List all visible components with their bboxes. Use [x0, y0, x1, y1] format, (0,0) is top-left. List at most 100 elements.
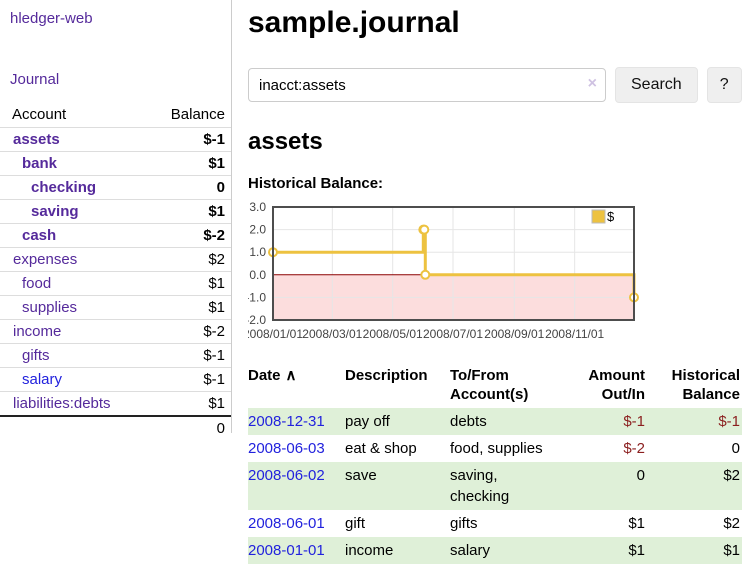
plot-border [272, 206, 635, 321]
transactions-header-amount: Amount Out/In [588, 367, 645, 403]
transaction-amount: $1 [628, 542, 645, 559]
account-row: income $-2 [0, 319, 231, 344]
account-row: food $1 [0, 271, 231, 296]
sidebar-item-journal[interactable]: Journal [10, 71, 60, 88]
date-header-label: Date [248, 367, 281, 384]
balance-chart: 3.0 2.0 1.0 0.0 -1.0 -2.02008/01/012008/03/01… [243, 200, 639, 341]
help-button[interactable]: ? [706, 67, 742, 103]
search-form: × Search ? [248, 67, 742, 103]
account-row: gifts $-1 [0, 343, 231, 368]
transaction-balance: $2 [723, 467, 740, 484]
transaction-description: save [345, 467, 377, 484]
account-balance: $-2 [149, 223, 231, 248]
accounts-table: Account Balance assets $-1 bank $1 checking 0… [0, 103, 231, 440]
account-link[interactable]: bank [22, 155, 58, 172]
account-link[interactable]: food [22, 275, 52, 292]
x-tick-label: 2008/05/01 [363, 327, 423, 341]
transactions-table: Date ∧ Description To/From Account(s) Amo… [248, 364, 742, 564]
account-link[interactable]: liabilities:debts [13, 395, 111, 412]
transaction-amount: $1 [628, 515, 645, 532]
transaction-balance: 0 [731, 440, 740, 457]
transaction-description: pay off [345, 413, 390, 430]
account-balance: $1 [149, 391, 231, 416]
account-balance: $-1 [149, 367, 231, 392]
account-link[interactable]: checking [31, 179, 97, 196]
search-input-wrapper: × [248, 68, 606, 102]
account-row: saving $1 [0, 199, 231, 224]
y-tick-label: 3.0 [249, 200, 266, 214]
transactions-header-accounts: To/From Account(s) [450, 367, 529, 403]
data-point-marker [420, 269, 431, 280]
account-balance: $1 [149, 199, 231, 224]
account-link[interactable]: supplies [22, 299, 78, 316]
account-row: expenses $2 [0, 247, 231, 272]
transaction-balance: $-1 [718, 413, 740, 430]
sidebar: hledger-web Journal Account Balance asse… [0, 0, 232, 440]
account-link[interactable]: gifts [22, 347, 50, 364]
account-row: assets $-1 [0, 127, 231, 152]
account-balance: $1 [149, 295, 231, 320]
search-button[interactable]: Search [615, 67, 698, 103]
transaction-accounts: gifts [450, 515, 478, 532]
transactions-header-row: Date ∧ Description To/From Account(s) Amo… [248, 364, 742, 408]
account-row: bank $1 [0, 151, 231, 176]
account-balance: $-2 [149, 319, 231, 344]
account-link[interactable]: income [13, 323, 62, 340]
transactions-header-description: Description [345, 367, 428, 384]
transaction-row: 2008-06-02 save saving, checking 0 $2 [248, 462, 742, 510]
x-tick-label: 2008/01/01 [248, 327, 303, 341]
transaction-accounts: saving, checking [450, 467, 510, 505]
account-row: liabilities:debts $1 [0, 391, 231, 416]
legend-swatch [591, 209, 606, 224]
account-balance: $-1 [149, 127, 231, 152]
transaction-description: income [345, 542, 394, 559]
account-balance: $1 [149, 271, 231, 296]
transaction-date-link[interactable]: 2008-01-01 [248, 542, 325, 559]
account-link[interactable]: expenses [13, 251, 78, 268]
transaction-row: 2008-01-01 income salary $1 $1 [248, 537, 742, 564]
y-tick-label: -2.0 [248, 313, 266, 327]
transaction-date-link[interactable]: 2008-06-03 [248, 440, 325, 457]
accounts-header-balance: Balance [170, 106, 225, 123]
y-tick-label: 0.0 [249, 268, 266, 282]
search-input[interactable] [248, 68, 606, 102]
transaction-date-link[interactable]: 2008-06-02 [248, 467, 325, 484]
account-link[interactable]: assets [13, 131, 60, 148]
accounts-total-balance: 0 [149, 415, 231, 440]
chart-container: 3.0 2.0 1.0 0.0 -1.0 -2.02008/01/012008/03/01… [243, 197, 742, 350]
transaction-description: gift [345, 515, 366, 532]
account-balance: $1 [149, 151, 231, 176]
legend-label: $ [607, 209, 615, 224]
account-link[interactable]: saving [31, 203, 79, 220]
chart-label: Historical Balance: [248, 175, 384, 192]
accounts-header-account: Account [12, 106, 67, 123]
transaction-description: eat & shop [345, 440, 417, 457]
accounts-table-body: assets $-1 bank $1 checking 0 saving $1 cash $-2 e… [0, 127, 231, 416]
transaction-date-link[interactable]: 2008-06-01 [248, 515, 325, 532]
x-tick-label: 2008/11/01 [545, 327, 604, 341]
transaction-row: 2008-06-03 eat & shop food, supplies $-2 0 [248, 435, 742, 462]
accounts-total-row: 0 [0, 415, 231, 440]
clear-search-icon[interactable]: × [587, 75, 597, 92]
x-tick-label: 2008/03/01 [302, 327, 362, 341]
transactions-header-date[interactable]: Date ∧ [248, 364, 345, 408]
account-balance: $-1 [149, 343, 231, 368]
y-tick-label: 2.0 [249, 223, 266, 237]
account-row: checking 0 [0, 175, 231, 200]
page-title: sample.journal [248, 6, 460, 39]
transaction-accounts: debts [450, 413, 487, 430]
account-link[interactable]: salary [22, 371, 63, 388]
transaction-row: 2008-12-31 pay off debts $-1 $-1 [248, 408, 742, 435]
account-row: supplies $1 [0, 295, 231, 320]
account-link[interactable]: cash [22, 227, 57, 244]
transaction-amount: $-1 [623, 413, 645, 430]
app-title-link[interactable]: hledger-web [10, 10, 93, 27]
data-point-marker [419, 224, 430, 235]
account-row: salary $-1 [0, 367, 231, 392]
transaction-amount: 0 [636, 467, 645, 484]
x-tick-label: 2008/09/01 [484, 327, 544, 341]
accounts-table-header: Account Balance [0, 103, 231, 128]
transaction-date-link[interactable]: 2008-12-31 [248, 413, 325, 430]
transaction-balance: $2 [723, 515, 740, 532]
